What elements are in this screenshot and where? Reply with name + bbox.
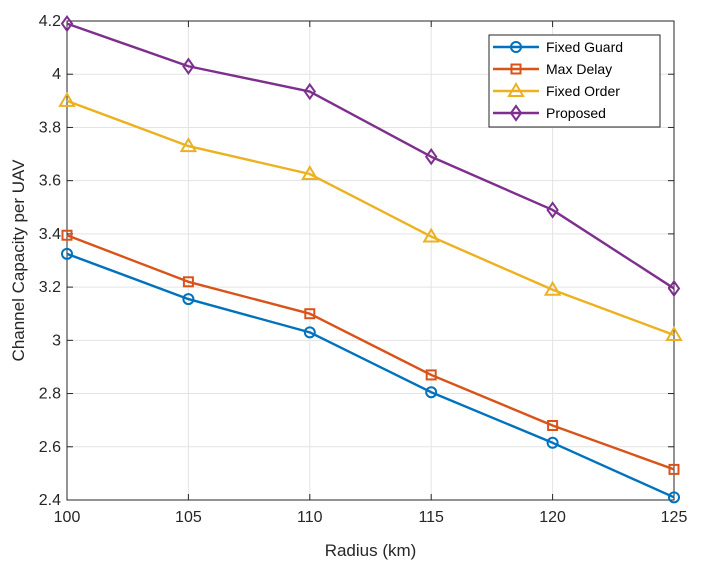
data-point <box>61 229 73 241</box>
legend-entry: Fixed Guard <box>493 39 623 55</box>
series-line <box>66 252 675 499</box>
data-point <box>60 14 74 33</box>
data-point <box>179 137 198 153</box>
legend-box <box>488 34 661 128</box>
data-point <box>547 419 559 431</box>
data-point <box>424 147 438 166</box>
legend-marker <box>510 41 522 53</box>
legend-entry: Fixed Order <box>493 82 620 99</box>
x-axis-label: Radius (km) <box>325 541 417 560</box>
legend-entry: Max Delay <box>493 61 612 77</box>
series-line <box>66 99 675 337</box>
x-tick-label: 125 <box>661 509 688 526</box>
x-tick-label: 110 <box>297 509 323 526</box>
x-tick-label: 120 <box>539 509 566 526</box>
data-point <box>182 276 194 288</box>
data-point <box>543 280 562 296</box>
data-point <box>546 436 559 449</box>
legend-marker <box>510 63 522 75</box>
series-proposed <box>60 14 681 298</box>
series-line <box>66 234 675 471</box>
legend-label: Max Delay <box>546 61 612 77</box>
x-tick-label: 115 <box>418 509 444 526</box>
y-tick-label: 2.8 <box>39 386 61 403</box>
data-point <box>546 201 559 219</box>
series-fixed-guard <box>61 247 680 504</box>
y-tick-label: 3 <box>52 332 61 349</box>
data-point <box>422 227 440 243</box>
y-tick-label: 3.8 <box>39 119 61 136</box>
data-series <box>58 14 683 504</box>
y-tick-label: 3.6 <box>39 173 61 190</box>
plot-frame <box>66 20 675 501</box>
data-point <box>182 57 195 75</box>
data-point <box>303 82 317 101</box>
data-point <box>303 326 316 339</box>
y-tick-label: 3.4 <box>39 226 61 243</box>
series-fixed-order <box>58 91 683 342</box>
y-tick-label: 4.2 <box>39 13 61 30</box>
data-point <box>667 279 681 298</box>
data-point <box>301 165 319 181</box>
data-point <box>61 247 73 260</box>
y-tick-label: 4 <box>52 66 61 83</box>
legend-label: Fixed Guard <box>546 39 623 55</box>
y-tick-label: 2.4 <box>39 492 61 509</box>
x-tick-label: 105 <box>175 509 202 526</box>
y-tick-label: 3.2 <box>39 279 61 296</box>
legend-entry: Proposed <box>493 104 606 122</box>
legend: Fixed Guard Max Delay Fixed Order Proposed <box>488 34 661 128</box>
data-point <box>304 308 316 320</box>
data-point <box>668 463 680 475</box>
legend-label: Fixed Order <box>546 83 620 99</box>
data-point <box>182 293 195 306</box>
data-point <box>58 91 76 107</box>
y-axis-label: Channel Capacity per UAV <box>9 159 28 362</box>
data-point <box>425 369 437 381</box>
data-point <box>665 326 683 342</box>
series-line <box>66 22 675 290</box>
data-point <box>668 491 680 504</box>
y-tick-label: 2.6 <box>39 439 61 456</box>
tick-labels: 100 105 110 115 120 125 2.4 2.6 2.8 3 3.2 3.4 3.6 3.8… <box>39 13 688 526</box>
x-tick-label: 100 <box>54 509 81 526</box>
legend-marker <box>509 104 523 122</box>
legend-marker <box>507 82 525 97</box>
legend-label: Proposed <box>546 105 606 121</box>
series-max-delay <box>61 229 680 475</box>
data-point <box>425 386 438 399</box>
